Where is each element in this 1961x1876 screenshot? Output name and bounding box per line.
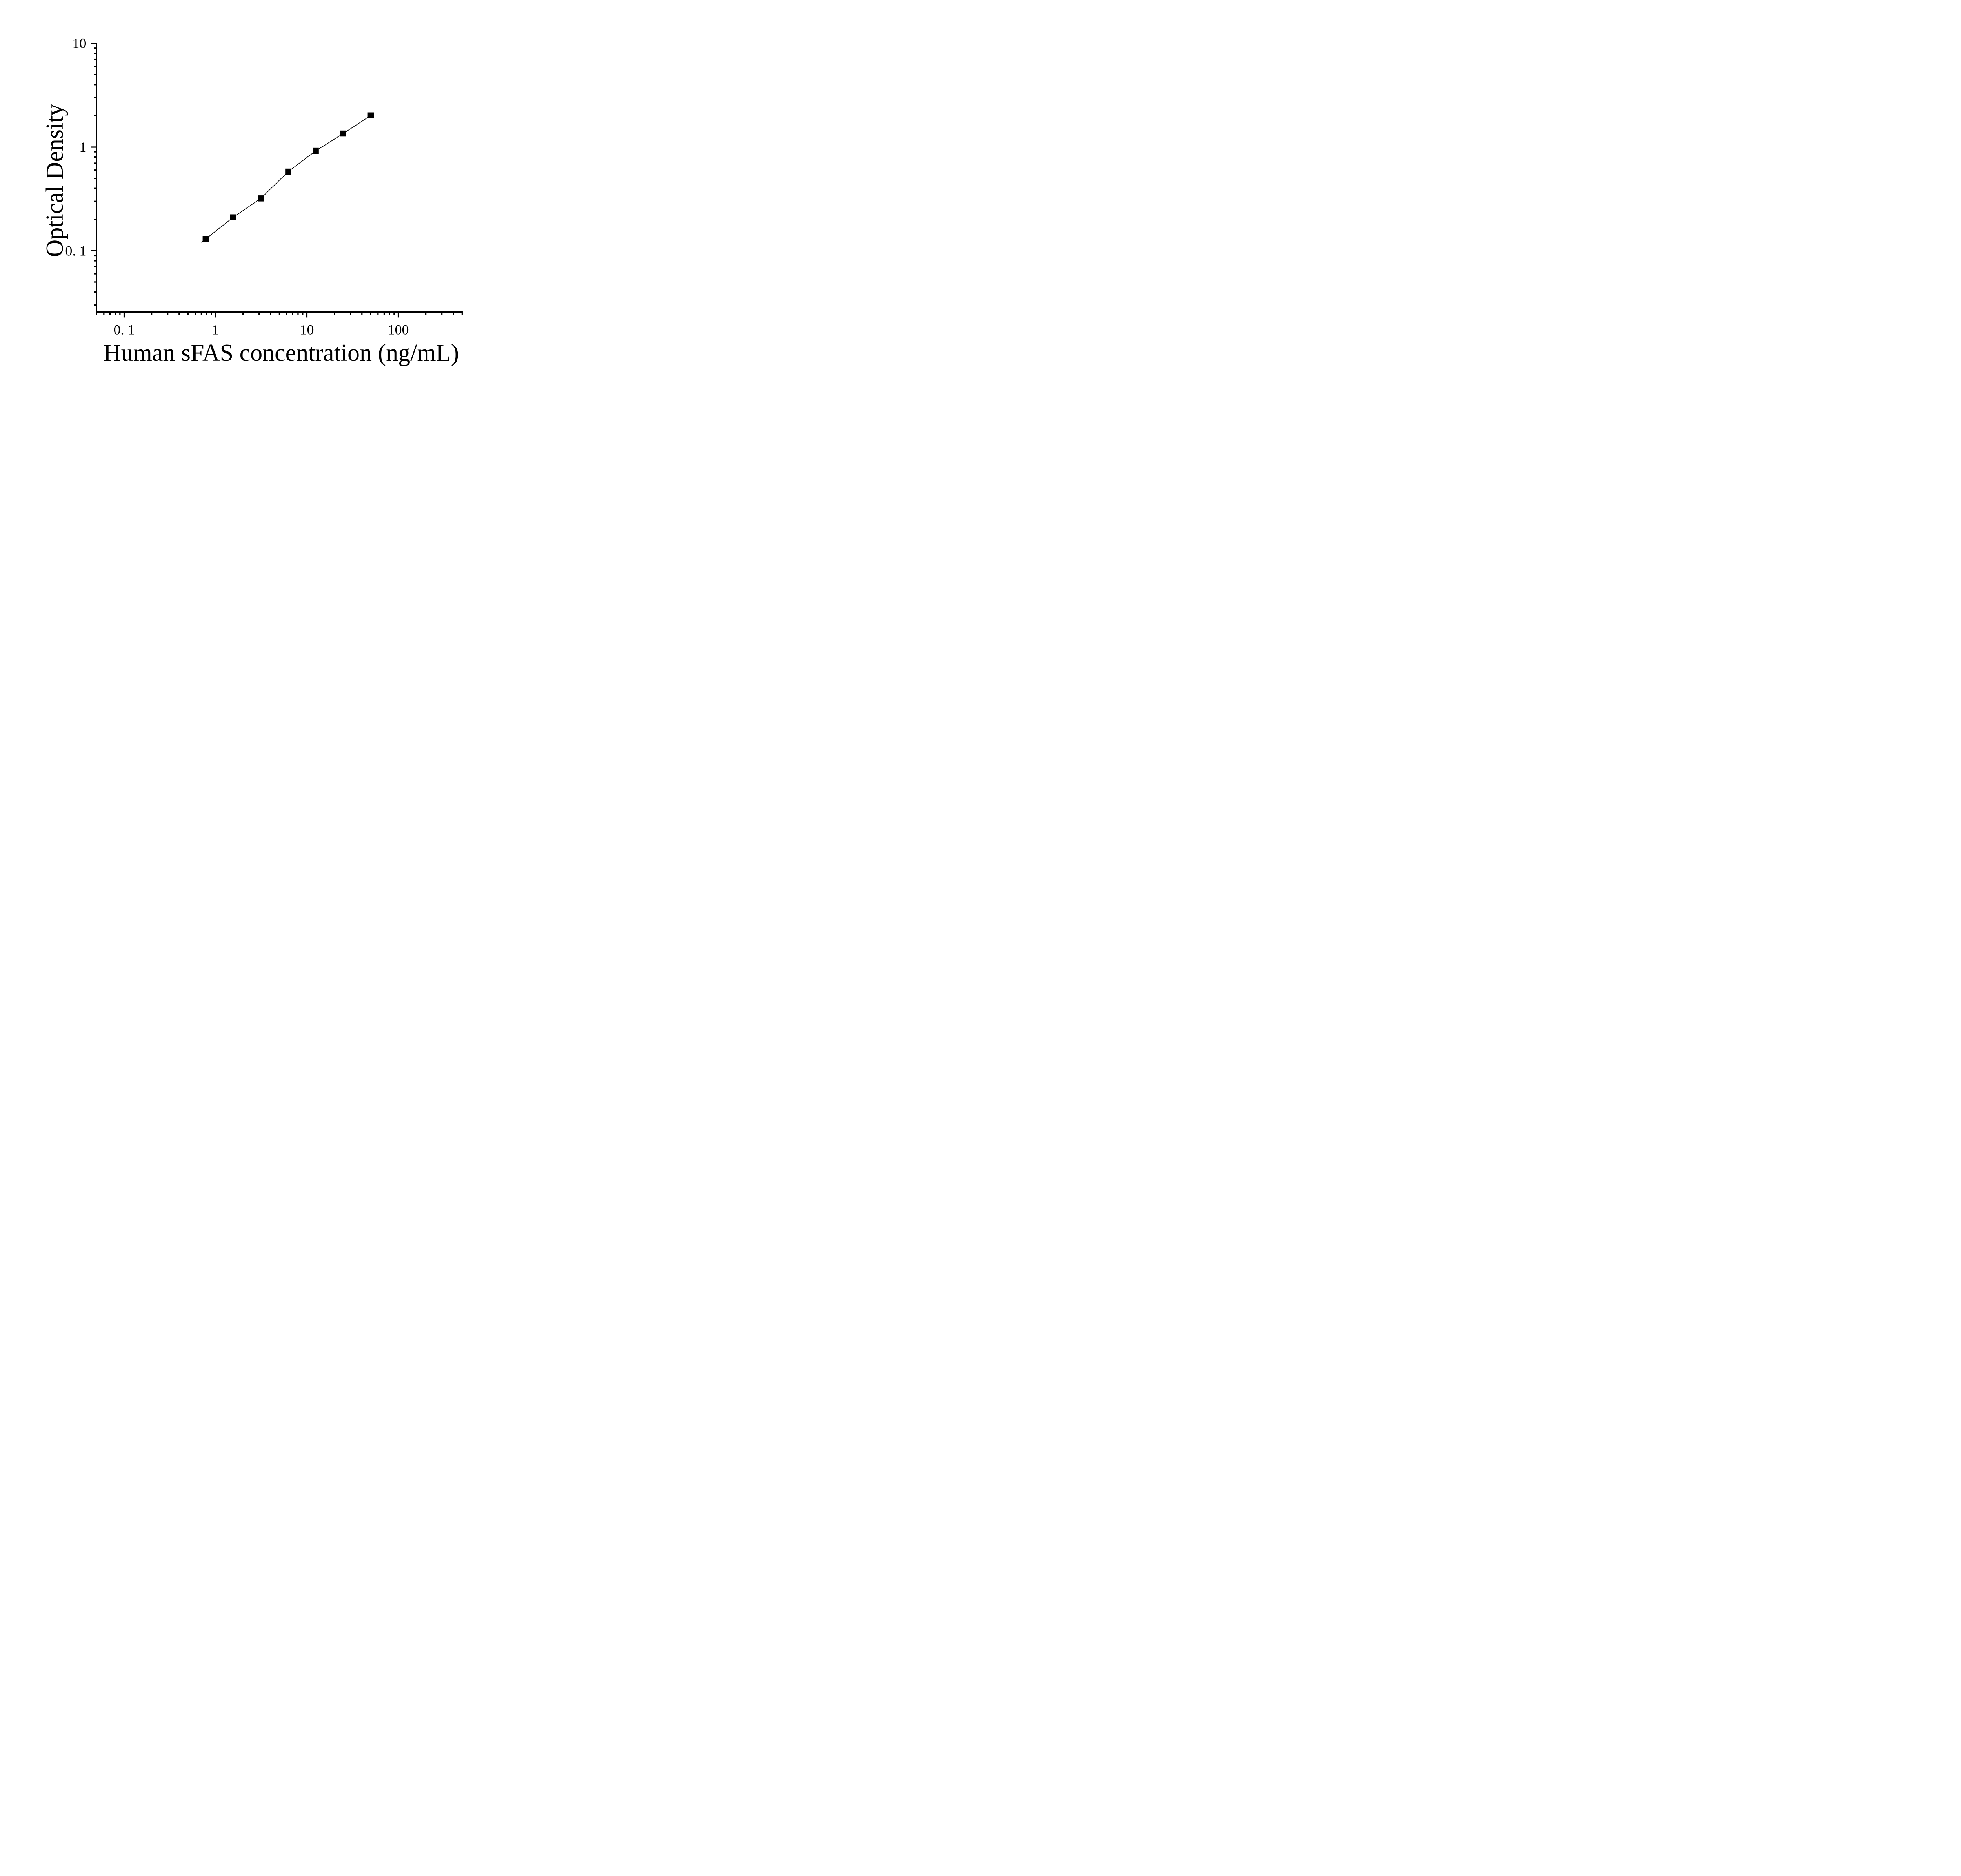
data-point-marker [313,147,319,154]
data-point-marker [285,168,291,175]
x-tick-label: 0. 1 [114,322,135,337]
figure-canvas: 0. 1 1 10 100 10 1 0. 1 Optical Density Human … [0,0,537,375]
data-point-marker [340,130,346,137]
y-axis-title: Optical Density [41,104,68,257]
data-point-marker [367,112,374,119]
axes-spines [96,43,463,313]
data-point-marker [202,236,209,242]
y-tick-label: 0. 1 [65,243,86,258]
y-tick-label: 10 [72,36,86,51]
x-tick-label: 10 [300,322,314,337]
y-tick-label: 1 [79,139,86,155]
data-point-marker [258,195,264,202]
data-point-marker [230,214,236,220]
x-tick-label: 1 [212,322,219,337]
x-axis-title: Human sFAS concentration (ng/mL) [103,340,459,366]
chart-svg: 0. 1 1 10 100 10 1 0. 1 [65,36,463,337]
x-tick-label: 100 [388,322,409,337]
curve-line [201,115,371,243]
